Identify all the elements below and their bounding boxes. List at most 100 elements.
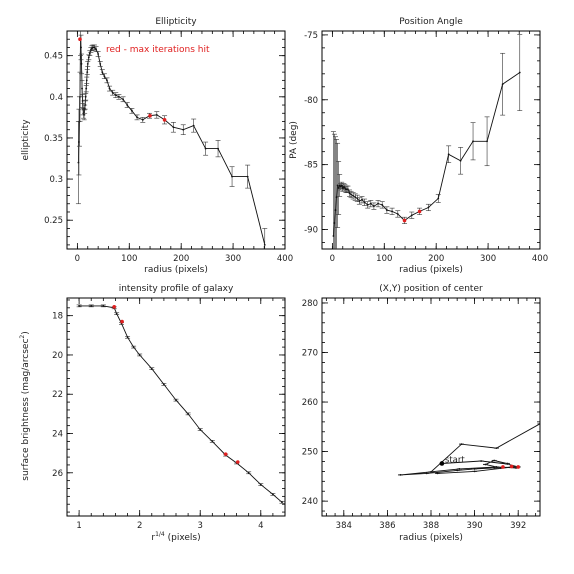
y-tick-label: 0.35: [44, 134, 63, 144]
data-point: [352, 194, 355, 197]
y-tick-label: 0.3: [49, 175, 63, 185]
data-point: [338, 184, 341, 187]
x-tick-label: 3: [198, 521, 203, 531]
data-point: [136, 116, 138, 119]
data-point: [430, 471, 432, 473]
y-tick-label: 0.45: [44, 52, 63, 62]
data-point: [138, 354, 141, 356]
data-point: [115, 312, 118, 315]
data-point: [132, 346, 135, 348]
red-point: [417, 209, 422, 214]
data-point: [122, 98, 124, 101]
series-line: [77, 39, 266, 246]
data-point: [86, 71, 89, 74]
start-point: [439, 461, 445, 466]
x-tick-label: 388: [423, 521, 439, 531]
x-tick-label: 390: [466, 521, 482, 531]
data-point: [484, 463, 487, 466]
data-point: [99, 63, 102, 65]
plot-frame: [66, 30, 286, 250]
data-point: [425, 472, 428, 475]
data-point: [175, 399, 177, 402]
x-tick-label: 2: [137, 521, 142, 531]
data-point: [501, 83, 504, 86]
data-point: [87, 56, 90, 59]
data-point: [80, 46, 82, 49]
data-point: [81, 100, 84, 102]
y-tick-label: 26: [52, 469, 63, 479]
y-tick-label: 250: [302, 448, 318, 458]
x-tick-label: 0: [75, 254, 80, 264]
data-point: [339, 185, 342, 188]
x-tick-label: 400: [532, 254, 548, 264]
data-point: [126, 104, 129, 106]
data-point: [259, 483, 262, 486]
data-point: [363, 201, 366, 204]
x-axis-label: radius (pixels): [144, 265, 208, 275]
panel-center-position: (X,Y) position of center start radius (p…: [302, 284, 541, 543]
data-point: [518, 71, 521, 74]
data-point: [271, 493, 274, 496]
data-point: [155, 114, 158, 116]
data-point: [246, 175, 249, 178]
data-point: [80, 63, 83, 65]
data-point: [211, 440, 214, 443]
data-point: [499, 467, 502, 469]
data-point: [447, 153, 450, 156]
red-point: [516, 465, 520, 469]
chart-title: intensity profile of galaxy: [119, 284, 234, 294]
plot-frame: [321, 30, 541, 250]
data-point: [480, 460, 483, 462]
y-tick-label: -75: [304, 31, 318, 41]
panel-ellipticity: Ellipticity radius (pixels) ellipticity …: [21, 17, 293, 275]
data-point: [101, 71, 104, 74]
series-group: start: [397, 422, 540, 476]
data-point: [162, 383, 165, 386]
data-point: [399, 473, 402, 476]
data-point: [97, 53, 100, 55]
data-point: [348, 192, 351, 195]
data-point: [472, 140, 474, 143]
x-axis-label: radius (pixels): [399, 533, 463, 543]
data-point: [263, 243, 266, 246]
red-point: [148, 113, 152, 118]
data-point: [358, 200, 361, 202]
y-axis-label: surface brightness (mag/arcsec2): [19, 331, 31, 481]
data-point: [333, 222, 336, 224]
chart-title: Position Angle: [399, 17, 463, 27]
y-tick-label: 0.25: [44, 216, 63, 226]
data-point: [495, 447, 498, 450]
plot-frame: [321, 297, 541, 517]
series-group: [76, 304, 285, 504]
x-tick-label: 100: [121, 254, 137, 264]
data-point: [460, 443, 463, 446]
data-point: [95, 48, 97, 50]
data-point: [130, 109, 133, 112]
y-tick-label: 22: [52, 390, 63, 400]
y-tick-label: -80: [304, 96, 318, 106]
data-point: [410, 214, 413, 217]
x-tick-label: 300: [225, 254, 241, 264]
data-point: [192, 124, 195, 127]
data-point: [341, 187, 344, 189]
y-tick-label: 260: [302, 398, 318, 408]
data-point: [204, 147, 207, 150]
data-point: [103, 75, 106, 78]
data-point: [84, 104, 87, 106]
data-point: [106, 79, 108, 82]
data-point: [336, 184, 339, 187]
data-point: [381, 203, 384, 206]
data-point: [335, 196, 338, 198]
data-point: [88, 52, 91, 55]
red-point: [120, 319, 124, 324]
data-point: [458, 468, 461, 470]
series-group: [330, 34, 523, 249]
data-point: [437, 197, 440, 200]
data-point: [111, 91, 114, 94]
y-tick-label: 240: [302, 497, 318, 507]
data-point: [334, 209, 337, 211]
y-tick-label: -85: [304, 161, 318, 171]
data-point: [456, 469, 459, 472]
data-point: [281, 501, 283, 504]
